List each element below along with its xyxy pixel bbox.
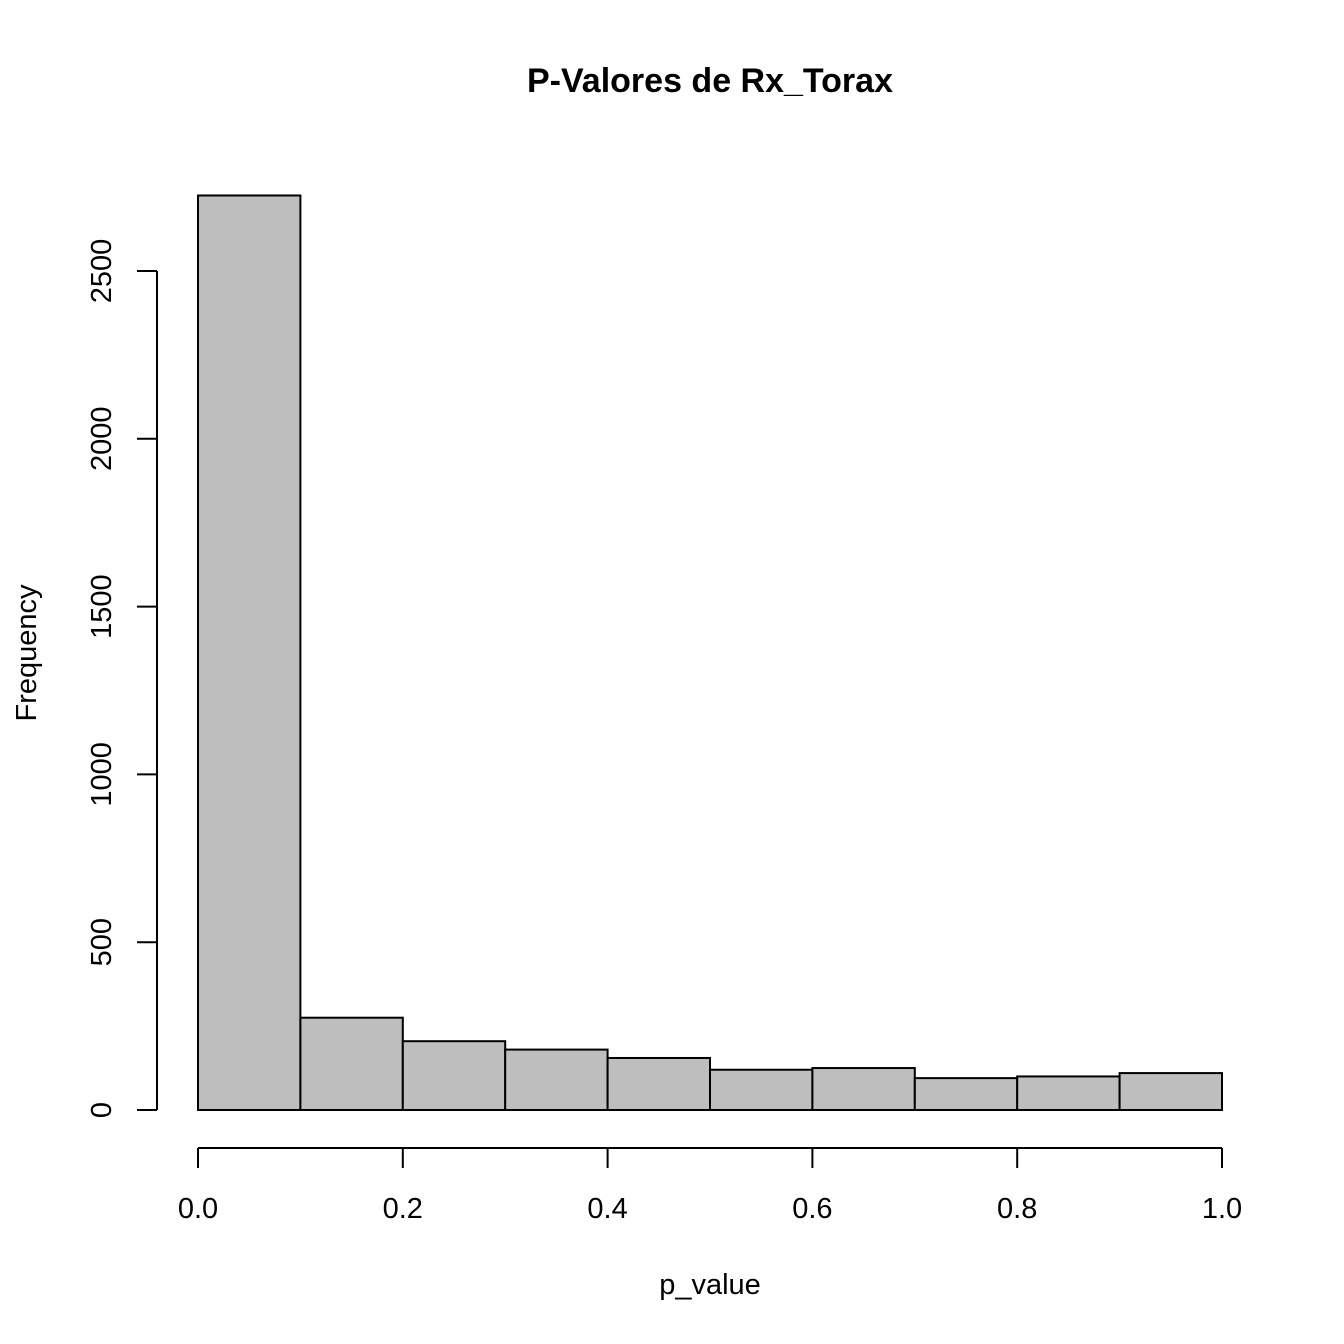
x-tick-label: 0.4 <box>587 1193 627 1225</box>
chart-title: P-Valores de Rx_Torax <box>527 62 893 100</box>
x-axis: 0.0 0.2 0.4 0.6 0.8 1.0 <box>178 1147 1242 1225</box>
histogram-bar <box>1118 1072 1223 1111</box>
y-tick-label: 1000 <box>86 742 118 807</box>
bars-group <box>197 194 1223 1112</box>
histogram-bar <box>913 1077 1019 1112</box>
y-axis: 0 500 1000 1500 2000 2500 <box>86 239 158 1118</box>
histogram-bar <box>811 1067 916 1112</box>
y-axis-label: Frequency <box>11 584 43 722</box>
histogram-bar <box>299 1016 404 1112</box>
x-tick-label: 0.2 <box>383 1193 423 1225</box>
y-tick-label: 500 <box>86 918 118 966</box>
y-tick-label: 2500 <box>86 239 118 304</box>
x-tick-label: 0.6 <box>792 1193 832 1225</box>
histogram-bar <box>606 1056 711 1112</box>
histogram-bar <box>709 1068 814 1112</box>
x-tick-label: 1.0 <box>1202 1193 1242 1225</box>
histogram-bar <box>401 1040 507 1112</box>
histogram-bar <box>197 194 302 1112</box>
x-tick-label: 0.8 <box>997 1193 1037 1225</box>
y-tick-label: 1500 <box>86 574 118 639</box>
histogram-bar <box>504 1048 609 1112</box>
y-tick-label: 2000 <box>86 407 118 472</box>
histogram-bar <box>1016 1075 1121 1111</box>
x-axis-label: p_value <box>659 1269 761 1301</box>
x-tick-label: 0.0 <box>178 1193 218 1225</box>
y-tick-label: 0 <box>86 1102 118 1118</box>
